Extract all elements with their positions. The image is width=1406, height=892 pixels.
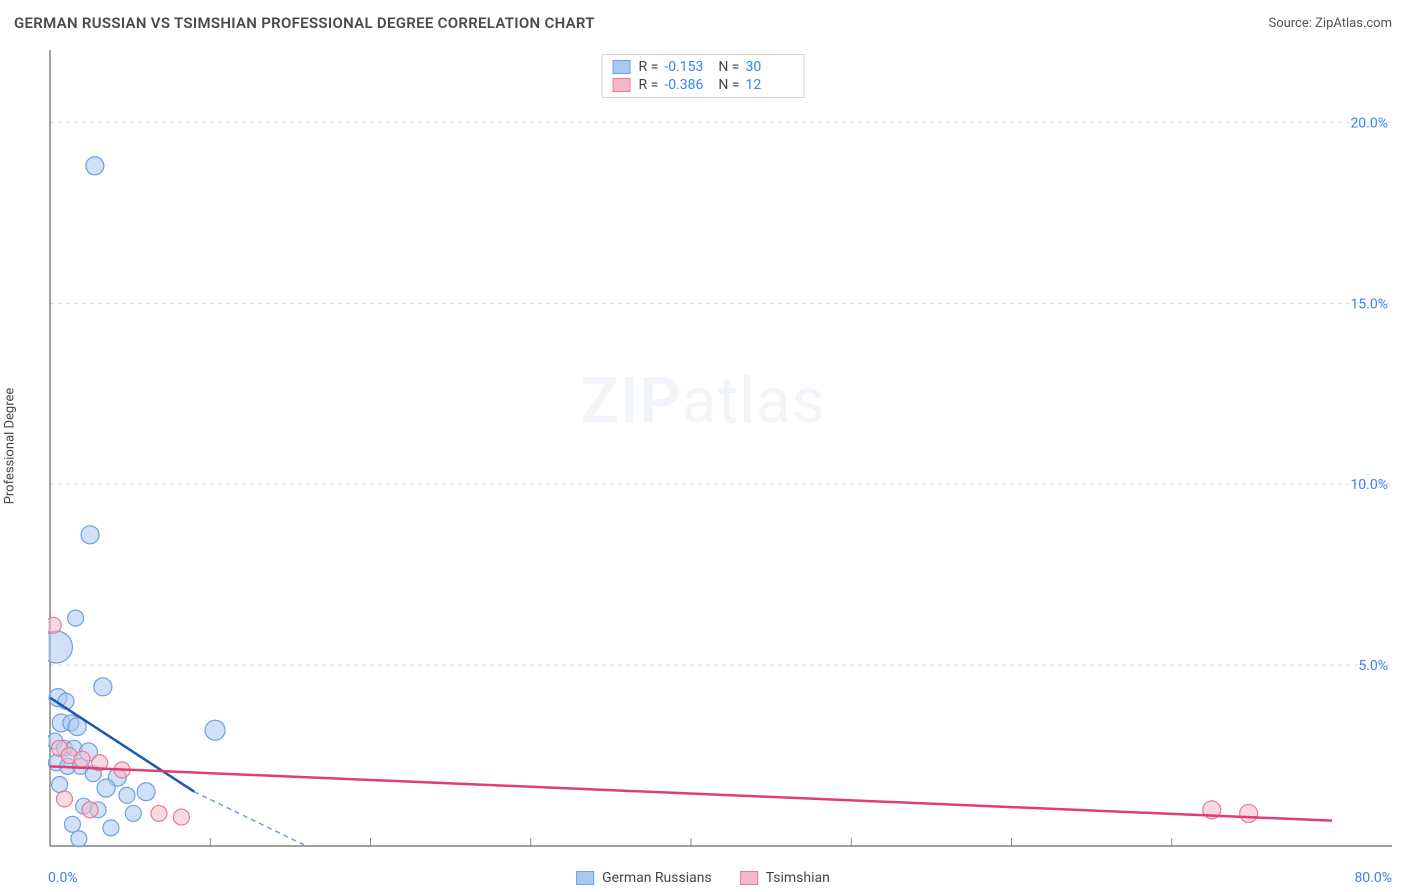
svg-text:10.0%: 10.0% bbox=[1350, 477, 1388, 493]
chart-title: GERMAN RUSSIAN VS TSIMSHIAN PROFESSIONAL… bbox=[14, 14, 595, 32]
chart-header: GERMAN RUSSIAN VS TSIMSHIAN PROFESSIONAL… bbox=[14, 14, 1392, 32]
swatch-series-0 bbox=[613, 60, 631, 74]
source-name: ZipAtlas.com bbox=[1315, 16, 1392, 31]
stat-n-label: N = bbox=[718, 59, 739, 75]
svg-text:15.0%: 15.0% bbox=[1350, 296, 1388, 312]
stat-r-label: R = bbox=[639, 59, 659, 75]
svg-text:20.0%: 20.0% bbox=[1350, 115, 1388, 131]
series-legend: German Russians Tsimshian bbox=[576, 870, 830, 886]
swatch-series-1 bbox=[613, 78, 631, 92]
x-axis-max-label: 80.0% bbox=[1354, 870, 1392, 886]
stat-n-value-1: 12 bbox=[745, 77, 793, 93]
stat-r-value-1: -0.386 bbox=[664, 77, 712, 93]
source-attribution: Source: ZipAtlas.com bbox=[1268, 16, 1392, 31]
stat-r-label: R = bbox=[639, 77, 659, 93]
scatter-chart-svg: 5.0% 10.0% 15.0% 20.0% bbox=[48, 48, 1392, 848]
legend-row-series-0: R = -0.153 N = 30 bbox=[613, 59, 794, 75]
legend-label-0: German Russians bbox=[602, 870, 712, 886]
plot-area: 5.0% 10.0% 15.0% 20.0% bbox=[48, 48, 1392, 848]
y-axis-label: Professional Degree bbox=[3, 388, 18, 505]
legend-label-1: Tsimshian bbox=[766, 870, 830, 886]
stats-series-1: R = -0.386 N = 12 bbox=[639, 77, 794, 93]
stats-series-0: R = -0.153 N = 30 bbox=[639, 59, 794, 75]
correlation-legend: R = -0.153 N = 30 R = -0.386 N = 12 bbox=[602, 54, 805, 98]
stat-n-value-0: 30 bbox=[745, 59, 793, 75]
source-prefix: Source: bbox=[1268, 16, 1315, 31]
swatch-bottom-1 bbox=[740, 871, 758, 885]
legend-item-0: German Russians bbox=[576, 870, 712, 886]
legend-row-series-1: R = -0.386 N = 12 bbox=[613, 77, 794, 93]
swatch-bottom-0 bbox=[576, 871, 594, 885]
legend-item-1: Tsimshian bbox=[740, 870, 830, 886]
svg-text:5.0%: 5.0% bbox=[1358, 658, 1388, 674]
stat-n-label: N = bbox=[718, 77, 739, 93]
stat-r-value-0: -0.153 bbox=[664, 59, 712, 75]
x-axis-min-label: 0.0% bbox=[48, 870, 78, 886]
